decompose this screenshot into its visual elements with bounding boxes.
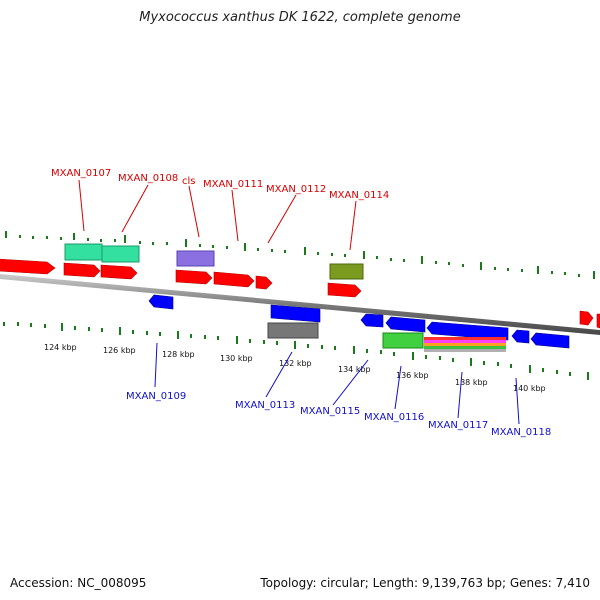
scale-label: 134 kbp — [338, 365, 371, 374]
gene-cls-box[interactable] — [176, 250, 215, 267]
reverse-cds-arrow[interactable] — [270, 304, 321, 323]
gene-mxan-0107-box[interactable] — [64, 243, 103, 261]
gene-label-mxan-0118[interactable]: MXAN_0118 — [491, 427, 551, 438]
gene-label-mxan-0111[interactable]: MXAN_0111 — [203, 179, 263, 190]
gene-mxan-0114-box[interactable] — [329, 263, 364, 280]
reverse-cds-arrow[interactable] — [148, 294, 174, 310]
gene-mxan-0117-stack[interactable] — [424, 337, 506, 352]
scale-label: 132 kbp — [279, 359, 312, 368]
gene-label-cls[interactable]: cls — [182, 176, 196, 187]
reverse-cds-track — [148, 294, 570, 349]
feature-track-outer — [64, 243, 364, 280]
gene-label-mxan-0113[interactable]: MXAN_0113 — [235, 400, 295, 411]
accession-label: Accession: NC_008095 — [10, 576, 147, 590]
top-label-leaders — [78, 179, 357, 251]
forward-cds-arrow[interactable] — [255, 275, 273, 290]
bottom-gene-labels: MXAN_0109 MXAN_0113 MXAN_0115 MXAN_0116 … — [126, 391, 551, 438]
forward-cds-arrow[interactable] — [175, 269, 213, 285]
gene-label-mxan-0116[interactable]: MXAN_0116 — [364, 412, 424, 423]
forward-cds-arrow[interactable] — [0, 258, 56, 275]
gene-mxan-0108-box[interactable] — [101, 245, 140, 263]
gene-label-mxan-0115[interactable]: MXAN_0115 — [300, 406, 360, 417]
forward-cds-arrow[interactable] — [327, 282, 362, 298]
gene-label-mxan-0112[interactable]: MXAN_0112 — [266, 184, 326, 195]
gene-label-mxan-0107[interactable]: MXAN_0107 — [51, 168, 111, 179]
scale-label: 136 kbp — [396, 371, 429, 380]
reverse-cds-arrow[interactable] — [360, 313, 384, 328]
scale-label: 126 kbp — [103, 346, 136, 355]
forward-cds-arrow[interactable] — [213, 271, 255, 288]
forward-cds-arrow[interactable] — [596, 313, 600, 329]
reverse-cds-arrow[interactable] — [511, 329, 530, 344]
top-gene-labels: MXAN_0107 MXAN_0108 cls MXAN_0111 MXAN_0… — [51, 168, 389, 201]
feature-track-inner — [267, 322, 506, 352]
scale-labels: 124 kbp 126 kbp 128 kbp 130 kbp 132 kbp … — [44, 343, 546, 393]
gene-label-mxan-0109[interactable]: MXAN_0109 — [126, 391, 186, 402]
inner-tick-track — [3, 322, 589, 380]
genome-backbone — [0, 273, 600, 336]
scale-label: 130 kbp — [220, 354, 253, 363]
reverse-cds-arrow[interactable] — [426, 321, 509, 341]
outer-tick-track — [5, 231, 595, 279]
map-title: Myxococcus xanthus DK 1622, complete gen… — [139, 10, 461, 25]
gene-label-mxan-0108[interactable]: MXAN_0108 — [118, 173, 178, 184]
gene-mxan-0116-box[interactable] — [382, 332, 424, 349]
reverse-cds-arrow[interactable] — [530, 332, 570, 349]
scale-label: 128 kbp — [162, 350, 195, 359]
gene-label-mxan-0117[interactable]: MXAN_0117 — [428, 420, 488, 431]
reverse-cds-arrow[interactable] — [385, 316, 426, 333]
scale-label: 140 kbp — [513, 384, 546, 393]
scale-label: 138 kbp — [455, 378, 488, 387]
bottom-label-leaders — [154, 342, 520, 425]
gene-mxan-0113-box[interactable] — [267, 322, 319, 339]
topology-label: Topology: circular; Length: 9,139,763 bp… — [260, 576, 590, 590]
forward-cds-arrow[interactable] — [100, 264, 138, 280]
gene-label-mxan-0114[interactable]: MXAN_0114 — [329, 190, 389, 201]
forward-cds-arrow[interactable] — [579, 310, 594, 326]
forward-cds-arrow[interactable] — [63, 262, 101, 278]
scale-label: 124 kbp — [44, 343, 77, 352]
forward-cds-track — [0, 258, 600, 329]
